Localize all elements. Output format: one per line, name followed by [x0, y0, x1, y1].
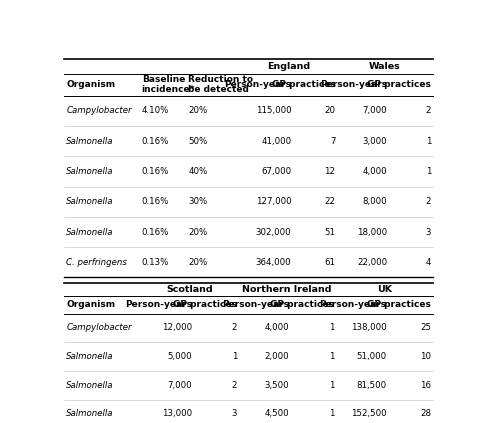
Text: GP practices: GP practices [173, 300, 237, 309]
Text: England: England [267, 62, 310, 71]
Text: GP practices: GP practices [271, 80, 335, 89]
Text: 2: 2 [425, 197, 430, 206]
Text: 4.10%: 4.10% [141, 106, 168, 115]
Text: 0.16%: 0.16% [141, 137, 168, 146]
Text: Reduction to
be detected: Reduction to be detected [188, 75, 253, 94]
Text: 1: 1 [328, 324, 333, 332]
Text: 20%: 20% [188, 258, 207, 267]
Text: 13,000: 13,000 [162, 409, 192, 418]
Text: 5,000: 5,000 [167, 352, 192, 361]
Text: Person-years: Person-years [319, 80, 386, 89]
Text: Salmonella: Salmonella [66, 228, 114, 236]
Text: 12,000: 12,000 [162, 324, 192, 332]
Text: 7,000: 7,000 [362, 106, 386, 115]
Text: 20%: 20% [188, 228, 207, 236]
Text: Organism: Organism [66, 80, 115, 89]
Text: 10: 10 [419, 352, 430, 361]
Text: Wales: Wales [368, 62, 400, 71]
Text: 2,000: 2,000 [264, 352, 289, 361]
Text: 81,500: 81,500 [356, 381, 386, 390]
Text: Person-years: Person-years [222, 300, 289, 309]
Text: 3,500: 3,500 [264, 381, 289, 390]
Text: 127,000: 127,000 [255, 197, 291, 206]
Text: Salmonella: Salmonella [66, 409, 114, 418]
Text: GP practices: GP practices [366, 80, 430, 89]
Text: 61: 61 [324, 258, 335, 267]
Text: Salmonella: Salmonella [66, 352, 114, 361]
Text: 0.16%: 0.16% [141, 167, 168, 176]
Text: 7: 7 [329, 137, 335, 146]
Text: 67,000: 67,000 [260, 167, 291, 176]
Text: 1: 1 [328, 409, 333, 418]
Text: 152,500: 152,500 [350, 409, 386, 418]
Text: 16: 16 [419, 381, 430, 390]
Text: 0.16%: 0.16% [141, 197, 168, 206]
Text: 25: 25 [419, 324, 430, 332]
Text: C. perfringens: C. perfringens [66, 258, 127, 267]
Text: 0.16%: 0.16% [141, 228, 168, 236]
Text: 51: 51 [324, 228, 335, 236]
Text: GP practices: GP practices [270, 300, 333, 309]
Text: 8,000: 8,000 [362, 197, 386, 206]
Text: 3,000: 3,000 [362, 137, 386, 146]
Text: 1: 1 [231, 352, 237, 361]
Text: GP practices: GP practices [366, 300, 430, 309]
Text: 0.13%: 0.13% [141, 258, 168, 267]
Text: Person-years: Person-years [125, 300, 192, 309]
Text: 22,000: 22,000 [356, 258, 386, 267]
Text: 12: 12 [324, 167, 335, 176]
Text: 4,000: 4,000 [362, 167, 386, 176]
Text: Scotland: Scotland [166, 285, 213, 294]
Text: 30%: 30% [188, 197, 207, 206]
Text: 4,500: 4,500 [264, 409, 289, 418]
Text: 22: 22 [324, 197, 335, 206]
Text: UK: UK [376, 285, 391, 294]
Text: 28: 28 [419, 409, 430, 418]
Text: Salmonella: Salmonella [66, 137, 114, 146]
Text: 1: 1 [425, 167, 430, 176]
Text: 364,000: 364,000 [255, 258, 291, 267]
Text: 41,000: 41,000 [260, 137, 291, 146]
Text: 4,000: 4,000 [264, 324, 289, 332]
Text: Organism: Organism [66, 300, 115, 309]
Text: Northern Ireland: Northern Ireland [242, 285, 331, 294]
Text: 51,000: 51,000 [356, 352, 386, 361]
Text: Baseline
incidence*: Baseline incidence* [141, 75, 195, 94]
Text: 3: 3 [231, 409, 237, 418]
Text: Campylobacter: Campylobacter [66, 324, 132, 332]
Text: 1: 1 [425, 137, 430, 146]
Text: 4: 4 [425, 258, 430, 267]
Text: Salmonella: Salmonella [66, 167, 114, 176]
Text: 7,000: 7,000 [167, 381, 192, 390]
Text: Person-years: Person-years [224, 80, 291, 89]
Text: 115,000: 115,000 [255, 106, 291, 115]
Text: Salmonella: Salmonella [66, 197, 114, 206]
Text: Salmonella: Salmonella [66, 381, 114, 390]
Text: 1: 1 [328, 381, 333, 390]
Text: 2: 2 [231, 381, 237, 390]
Text: 20: 20 [324, 106, 335, 115]
Text: 50%: 50% [188, 137, 207, 146]
Text: 2: 2 [231, 324, 237, 332]
Text: 40%: 40% [188, 167, 207, 176]
Text: 20%: 20% [188, 106, 207, 115]
Text: 138,000: 138,000 [350, 324, 386, 332]
Text: 3: 3 [425, 228, 430, 236]
Text: 2: 2 [425, 106, 430, 115]
Text: Person-years: Person-years [319, 300, 386, 309]
Text: 1: 1 [328, 352, 333, 361]
Text: Campylobacter: Campylobacter [66, 106, 132, 115]
Text: 18,000: 18,000 [356, 228, 386, 236]
Text: 302,000: 302,000 [255, 228, 291, 236]
